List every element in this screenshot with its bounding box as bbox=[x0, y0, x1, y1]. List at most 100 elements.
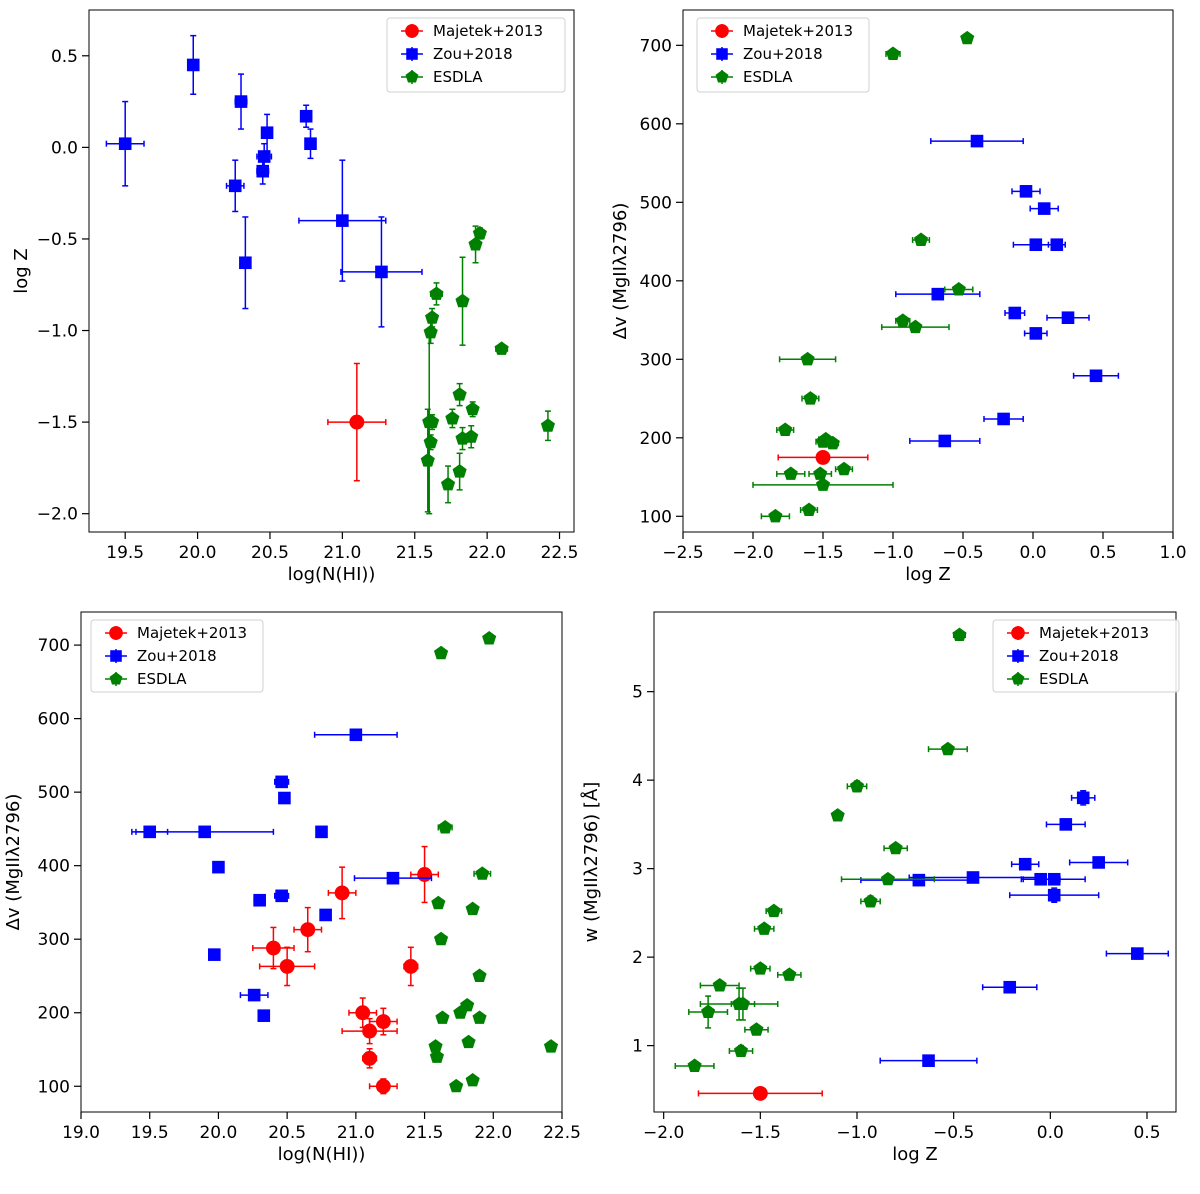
series-esdla bbox=[428, 631, 559, 1093]
data-point bbox=[279, 958, 295, 974]
data-point bbox=[863, 893, 878, 908]
x-axis-label: log Z bbox=[905, 564, 951, 585]
data-point bbox=[403, 958, 419, 974]
data-point bbox=[253, 893, 266, 907]
data-point bbox=[247, 988, 261, 1002]
data-layer bbox=[752, 30, 1120, 523]
data-point bbox=[970, 134, 984, 148]
data-point bbox=[1076, 791, 1090, 805]
x-tick-label: −1.0 bbox=[872, 543, 913, 563]
x-axis: 19.5 20.0 20.5 21.0 21.5 22.0 22.5 bbox=[106, 532, 579, 563]
data-point bbox=[1003, 980, 1017, 994]
y-tick-label: 400 bbox=[640, 272, 672, 292]
legend-marker bbox=[716, 48, 728, 60]
x-tick-label: 20.0 bbox=[199, 1123, 237, 1143]
data-point bbox=[445, 411, 460, 425]
data-point bbox=[461, 1034, 476, 1049]
legend-marker bbox=[109, 626, 123, 640]
legend-label: ESDLA bbox=[1039, 670, 1089, 688]
data-point bbox=[386, 871, 400, 885]
x-tick-label: 1.0 bbox=[1159, 543, 1186, 563]
x-axis-label: log(N(HI)) bbox=[288, 564, 376, 585]
legend-entry: ESDLA bbox=[401, 68, 483, 86]
x-tick-label: 19.5 bbox=[131, 1123, 169, 1143]
data-point bbox=[482, 631, 497, 645]
legend-entry: Majetek+2013 bbox=[105, 624, 247, 642]
data-point bbox=[300, 922, 316, 938]
data-point bbox=[256, 164, 270, 178]
data-point bbox=[735, 996, 751, 1011]
data-point bbox=[428, 1039, 443, 1053]
data-point bbox=[849, 778, 865, 793]
series-majetek-2013 bbox=[697, 1085, 823, 1101]
y-tick-label: 0.0 bbox=[51, 138, 78, 158]
y-axis: 1 2 3 4 5 bbox=[632, 683, 654, 1057]
y-tick-label: 1 bbox=[632, 1037, 643, 1057]
y-tick-label: 2 bbox=[632, 948, 643, 968]
data-point bbox=[895, 313, 910, 327]
data-point bbox=[423, 434, 438, 449]
x-axis: −2.0 −1.5 −1.0 −0.5 0.0 0.5 bbox=[643, 1112, 1161, 1143]
data-point bbox=[336, 214, 349, 227]
data-point bbox=[472, 226, 487, 240]
x-tick-label: 0.5 bbox=[1089, 543, 1116, 563]
data-point bbox=[888, 840, 903, 855]
data-point bbox=[257, 150, 271, 163]
legend-box bbox=[386, 17, 566, 93]
data-point bbox=[465, 901, 480, 916]
data-point bbox=[455, 431, 470, 445]
series-zou-2018 bbox=[105, 34, 423, 328]
data-point bbox=[1019, 185, 1033, 198]
data-point bbox=[783, 466, 798, 480]
data-point bbox=[766, 903, 781, 918]
data-layer bbox=[105, 34, 556, 515]
x-tick-label: 22.5 bbox=[541, 543, 579, 563]
x-tick-label: −1.5 bbox=[802, 543, 843, 563]
data-point bbox=[186, 58, 200, 72]
y-tick-label: 3 bbox=[632, 860, 643, 880]
plot-frame bbox=[682, 9, 1174, 533]
x-tick-label: −2.5 bbox=[662, 543, 703, 563]
legend-label: Zou+2018 bbox=[433, 45, 513, 63]
y-tick-label: 300 bbox=[640, 350, 672, 370]
x-tick-label: 20.5 bbox=[268, 1123, 306, 1143]
x-tick-label: 21.5 bbox=[406, 1123, 444, 1143]
x-tick-label: −0.5 bbox=[933, 1123, 974, 1143]
data-point bbox=[951, 282, 966, 296]
data-point bbox=[778, 422, 793, 436]
data-point bbox=[752, 1085, 768, 1101]
y-tick-label: 700 bbox=[640, 36, 672, 56]
x-axis-label: log Z bbox=[892, 1144, 938, 1165]
chart-panel-3: 19.0 19.5 20.0 20.5 21.0 21.5 22.0 22.5 100 200 30… bbox=[3, 611, 581, 1165]
x-tick-label: 21.5 bbox=[396, 543, 434, 563]
data-point bbox=[540, 418, 556, 432]
legend-entry: Zou+2018 bbox=[1007, 647, 1119, 665]
data-point bbox=[417, 867, 433, 882]
data-point bbox=[349, 728, 363, 742]
data-point bbox=[452, 464, 467, 478]
data-point bbox=[429, 1049, 445, 1063]
data-point bbox=[355, 1005, 371, 1021]
data-point bbox=[494, 341, 509, 355]
data-point bbox=[749, 1022, 764, 1036]
data-point bbox=[275, 775, 288, 789]
plot-frame bbox=[80, 611, 563, 1113]
series-esdla bbox=[752, 30, 975, 523]
y-tick-label: 300 bbox=[38, 930, 70, 950]
y-tick-label: −2.0 bbox=[37, 505, 78, 525]
x-tick-label: 19.0 bbox=[62, 1123, 100, 1143]
legend-entry: ESDLA bbox=[105, 670, 187, 688]
data-point bbox=[239, 256, 252, 270]
data-point bbox=[475, 866, 490, 880]
data-point bbox=[278, 791, 291, 805]
data-point bbox=[803, 391, 818, 405]
data-point bbox=[304, 137, 317, 151]
chart-panel-1: 19.5 20.0 20.5 21.0 21.5 22.0 22.5 0.5 0.0 −0.5 −1… bbox=[11, 9, 579, 585]
y-tick-label: −1.0 bbox=[37, 322, 78, 342]
data-point bbox=[813, 466, 828, 480]
series-zou-2018 bbox=[131, 728, 433, 1022]
data-point bbox=[362, 1050, 378, 1066]
legend-label: ESDLA bbox=[433, 68, 483, 86]
x-tick-label: 0.0 bbox=[1019, 543, 1046, 563]
data-point bbox=[425, 414, 440, 429]
